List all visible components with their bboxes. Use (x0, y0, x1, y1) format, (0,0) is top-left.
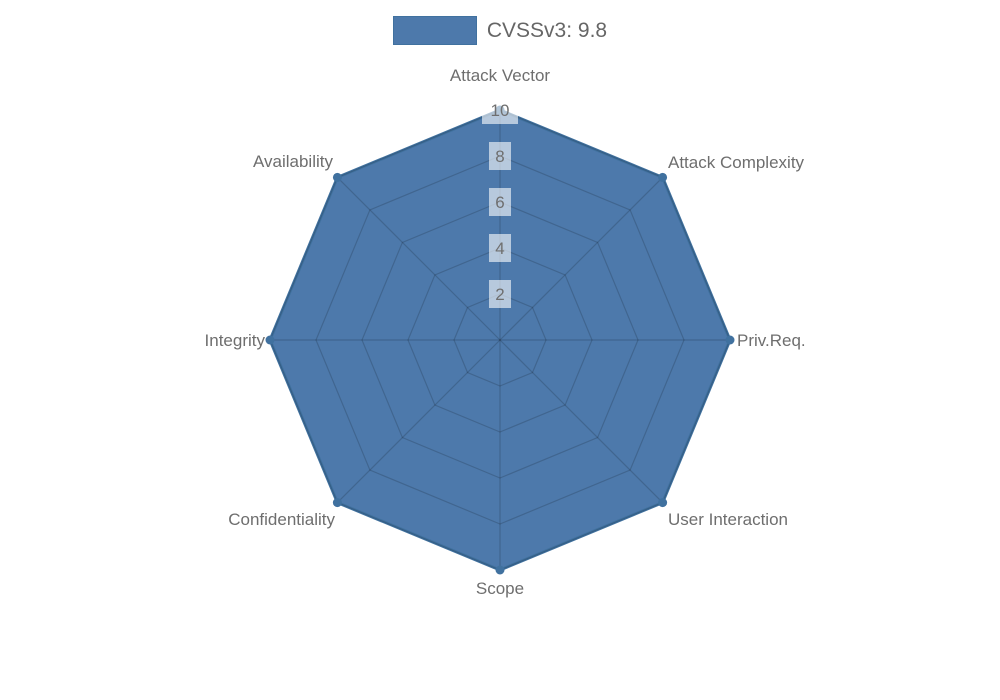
data-point-marker (495, 565, 505, 575)
axis-label-availability: Availability (253, 152, 334, 171)
axis-labels: Attack Vector Attack Complexity Priv.Req… (205, 66, 806, 598)
tick-backdrop (482, 96, 518, 124)
axis-label-integrity: Integrity (205, 331, 266, 350)
radial-ticks: 2 4 6 8 10 (482, 96, 518, 308)
legend-swatch (392, 16, 477, 45)
legend-item-cvssv3[interactable]: CVSSv3: 9.8 (392, 16, 608, 45)
data-point-marker (332, 172, 342, 182)
tick-backdrop (489, 142, 511, 170)
data-point-marker (265, 335, 275, 345)
data-point-marker (332, 498, 342, 508)
tick-label-4: 4 (495, 239, 504, 258)
tick-label-6: 6 (495, 193, 504, 212)
data-point-marker (658, 498, 668, 508)
axis-label-attack-complexity: Attack Complexity (668, 153, 805, 172)
axis-label-attack-vector: Attack Vector (450, 66, 550, 85)
tick-backdrop (489, 234, 511, 262)
axis-label-scope: Scope (476, 579, 524, 598)
legend-label: CVSSv3: 9.8 (486, 19, 608, 42)
tick-label-8: 8 (495, 147, 504, 166)
axis-label-confidentiality: Confidentiality (228, 510, 335, 529)
data-point-marker (725, 335, 735, 345)
tick-label-10: 10 (491, 101, 510, 120)
legend: CVSSv3: 9.8 (0, 16, 1000, 45)
axis-label-user-interaction: User Interaction (668, 510, 788, 529)
data-point-marker (658, 172, 668, 182)
tick-backdrop (489, 280, 511, 308)
axis-label-priv-req: Priv.Req. (737, 331, 806, 350)
tick-label-2: 2 (495, 285, 504, 304)
tick-backdrop (489, 188, 511, 216)
radar-plot-area (265, 105, 735, 575)
